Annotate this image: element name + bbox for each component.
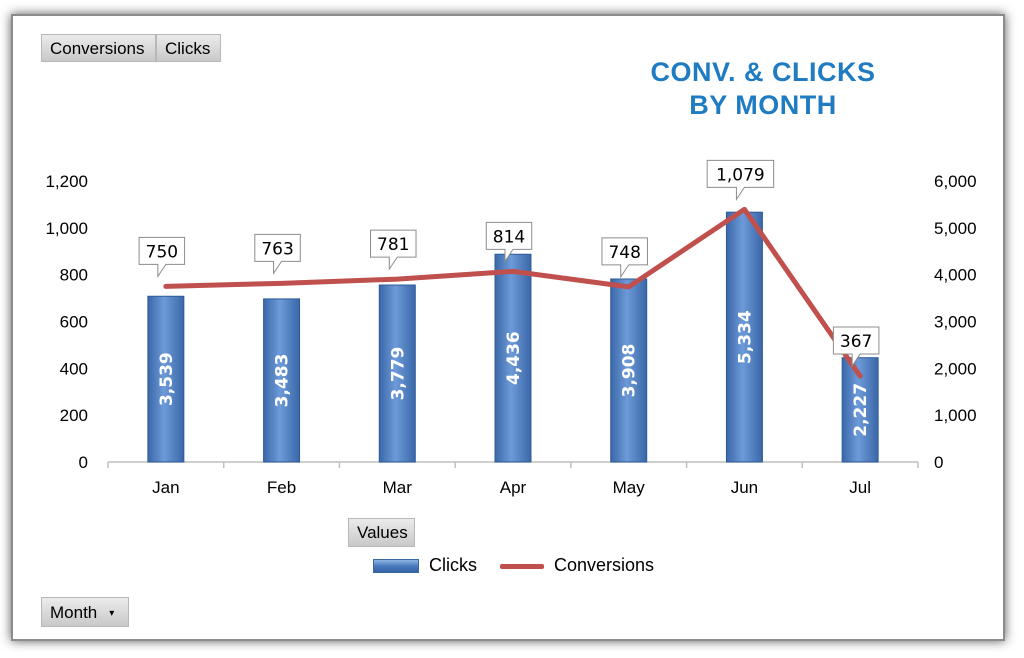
bar-clicks xyxy=(378,284,416,463)
line-conversions xyxy=(163,206,863,379)
y-left-tick-label: 400 xyxy=(60,359,88,378)
chart-title-line-2: BY MONTH xyxy=(689,90,837,120)
bar-clicks xyxy=(725,211,763,463)
y-right-tick-label: 6,000 xyxy=(934,172,977,191)
conversion-callout xyxy=(832,326,880,368)
conversion-callout xyxy=(601,237,648,279)
y-right-tick-label: 3,000 xyxy=(934,313,977,332)
legend-swatch-conversions xyxy=(500,563,545,569)
bar-clicks xyxy=(263,298,301,463)
legend-label-clicks: Clicks xyxy=(429,554,477,575)
legend-label-conversions: Conversions xyxy=(554,554,655,575)
conversion-data-label: 1,079 xyxy=(716,165,765,185)
bar-data-label: 5,334 xyxy=(735,310,755,364)
bar-clicks xyxy=(610,278,648,463)
x-tick-label: Mar xyxy=(383,478,413,497)
bar-clicks xyxy=(494,253,532,463)
conversion-data-label: 750 xyxy=(146,242,178,262)
conversion-data-label: 814 xyxy=(493,227,525,247)
legend-item-clicks: Clicks xyxy=(373,555,477,576)
x-tick-label: Jan xyxy=(152,478,179,497)
clicks-field-button[interactable]: Clicks xyxy=(156,34,221,62)
bar-data-label: 3,779 xyxy=(388,347,408,401)
conversion-callout xyxy=(485,221,533,264)
month-field-label: Month xyxy=(50,603,98,622)
y-right-tick-label: 0 xyxy=(934,453,943,472)
x-tick-label: Apr xyxy=(500,478,527,497)
conversion-data-label: 781 xyxy=(377,235,409,255)
y-left-tick-label: 600 xyxy=(60,313,88,332)
values-field-button[interactable]: Values xyxy=(348,518,415,547)
y-right-tick-label: 5,000 xyxy=(934,219,977,238)
bar-data-label: 3,539 xyxy=(157,352,177,406)
chart-frame: Conversions Clicks CONV. & CLICKS BY MON… xyxy=(11,14,1005,641)
conversion-callout xyxy=(370,229,417,271)
x-tick-label: May xyxy=(613,478,646,497)
dropdown-arrow-icon[interactable]: ▾ xyxy=(109,608,115,619)
x-tick-label: Jul xyxy=(849,478,871,497)
bar-data-label: 4,436 xyxy=(504,331,524,385)
chart-legend: Clicks Conversions xyxy=(373,554,672,576)
conversion-data-label: 748 xyxy=(608,243,640,263)
y-right-tick-label: 2,000 xyxy=(934,359,977,378)
conversion-callout xyxy=(254,233,301,275)
conversions-field-button[interactable]: Conversions xyxy=(41,34,156,62)
y-left-tick-label: 1,000 xyxy=(45,219,88,238)
month-field-button[interactable]: Month ▾ xyxy=(41,597,129,627)
conversion-data-label: 763 xyxy=(261,239,293,259)
y-left-tick-label: 0 xyxy=(79,453,88,472)
bar-data-label: 2,227 xyxy=(851,383,871,437)
x-tick-label: Jun xyxy=(731,478,758,497)
conversion-callout xyxy=(138,236,186,279)
y-left-tick-label: 200 xyxy=(60,406,88,425)
y-right-tick-label: 1,000 xyxy=(934,406,977,425)
x-tick-label: Feb xyxy=(267,478,296,497)
conversion-callout xyxy=(706,159,775,201)
bar-clicks xyxy=(147,295,185,463)
conversion-data-label: 367 xyxy=(840,332,872,352)
y-left-tick-label: 800 xyxy=(60,266,88,285)
legend-item-conversions: Conversions xyxy=(500,555,654,576)
chart-title: CONV. & CLICKS BY MONTH xyxy=(603,56,923,122)
bar-data-label: 3,483 xyxy=(273,354,293,408)
chart-title-line-1: CONV. & CLICKS xyxy=(650,57,876,87)
y-left-tick-label: 1,200 xyxy=(45,172,88,191)
y-right-tick-label: 4,000 xyxy=(934,266,977,285)
legend-swatch-clicks xyxy=(373,559,419,573)
bar-data-label: 3,908 xyxy=(620,344,640,398)
chart-plot: 0 200 400 600 800 1,000 1,200 0 1,000 2,000 3,000 4… xyxy=(45,159,977,497)
